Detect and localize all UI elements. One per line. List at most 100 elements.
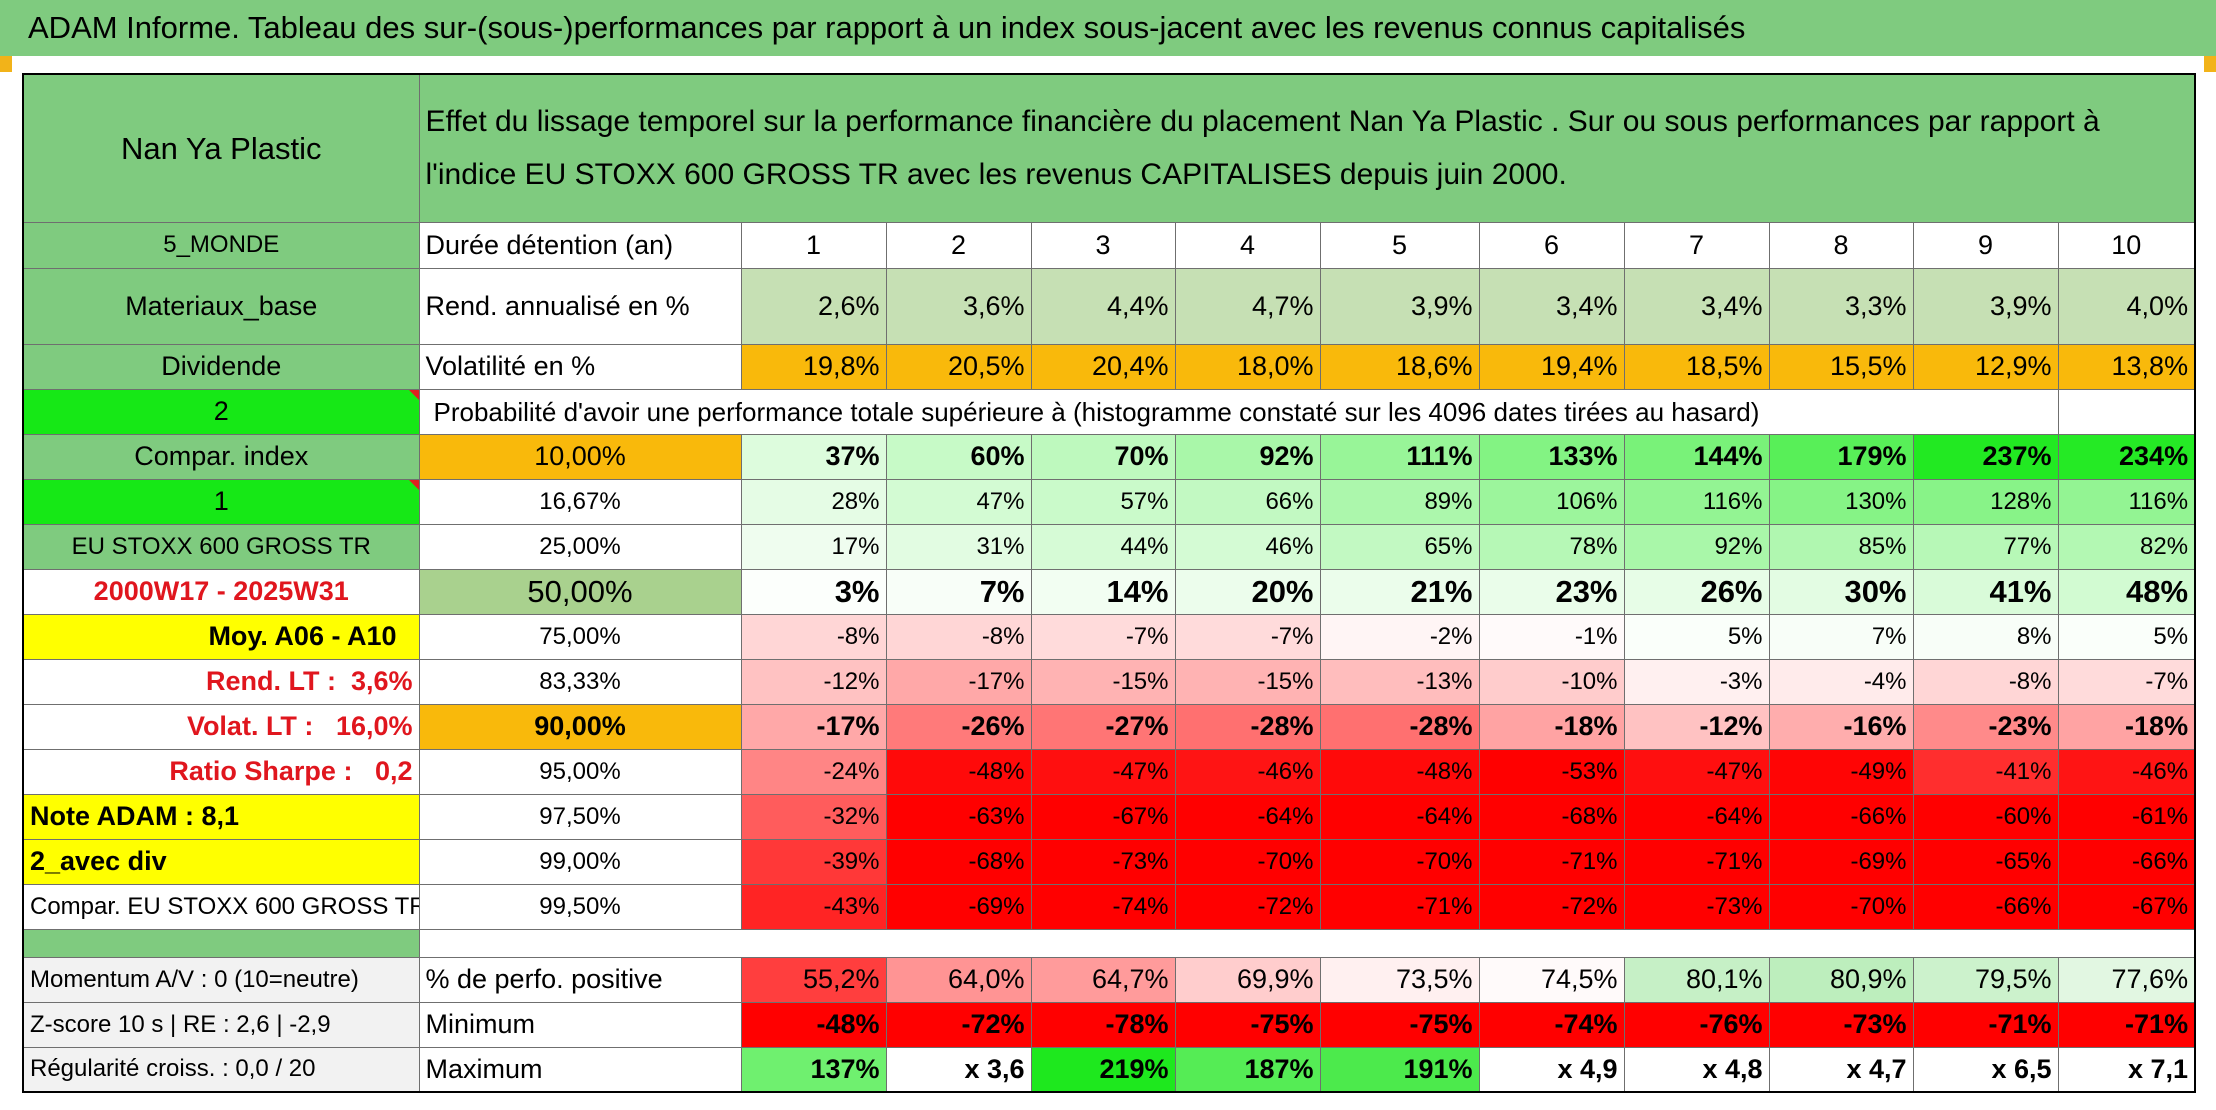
prob-cell: -2% bbox=[1319, 613, 1480, 660]
min-cell: -75% bbox=[1319, 1001, 1480, 1048]
prob-cell: -15% bbox=[1174, 658, 1321, 705]
pct-pos-cell: 55,2% bbox=[740, 956, 887, 1003]
prob-level: 16,67% bbox=[418, 478, 742, 525]
prob-level: 25,00% bbox=[418, 523, 742, 570]
rend-lt-value: 3,6% bbox=[350, 666, 413, 696]
max-cell: x 4,9 bbox=[1478, 1046, 1625, 1093]
year-cell: 3 bbox=[1030, 221, 1176, 269]
prob-cell: -8% bbox=[885, 613, 1032, 660]
vol-cell: 12,9% bbox=[1912, 343, 2059, 390]
prob-cell: 5% bbox=[1623, 613, 1770, 660]
prob-cell: -71% bbox=[1623, 838, 1770, 885]
max-cell: x 7,1 bbox=[2057, 1046, 2196, 1093]
prob-cell: 234% bbox=[2057, 433, 2196, 480]
moy-label: Moy. A06 - A10 bbox=[22, 613, 420, 660]
prob-cell: 3% bbox=[740, 568, 887, 615]
prob-cell: -27% bbox=[1030, 703, 1176, 750]
asset-name: Nan Ya Plastic bbox=[22, 73, 420, 223]
prob-level: 10,00% bbox=[418, 433, 742, 480]
min-cell: -74% bbox=[1478, 1001, 1625, 1048]
mode-value: 2 bbox=[22, 388, 420, 435]
prob-cell: -64% bbox=[1319, 793, 1480, 840]
prob-cell: -47% bbox=[1623, 748, 1770, 795]
volat-lt-label: Volat. LT : bbox=[186, 711, 314, 741]
prob-cell: 85% bbox=[1768, 523, 1914, 570]
empty-cell bbox=[1913, 388, 2059, 435]
avec-div-label: 2_avec div bbox=[22, 838, 420, 885]
prob-cell: 92% bbox=[1174, 433, 1321, 480]
min-cell: -71% bbox=[1912, 1001, 2059, 1048]
sharpe-value: 0,2 bbox=[374, 756, 413, 786]
prob-cell: 44% bbox=[1030, 523, 1176, 570]
prob-cell: 30% bbox=[1768, 568, 1914, 615]
sharpe: Ratio Sharpe : 0,2 bbox=[22, 748, 420, 795]
description-line-1: Effet du lissage temporel sur la perform… bbox=[425, 105, 2100, 139]
note-adam: Note ADAM : 8,1 bbox=[22, 793, 420, 840]
prob-row: Rend. LT : 3,6% 83,33% -12% -17% -15% -1… bbox=[22, 658, 2196, 705]
pct-pos-label: % de perfo. positive bbox=[418, 956, 742, 1003]
vol-cell: 19,8% bbox=[740, 343, 887, 390]
prob-row: Compar. EU STOXX 600 GROSS TR 99,50% -43… bbox=[22, 883, 2196, 930]
prob-cell: -67% bbox=[2057, 883, 2196, 930]
vol-cell: 18,5% bbox=[1623, 343, 1770, 390]
prob-cell: -72% bbox=[1478, 883, 1625, 930]
pct-pos-cell: 77,6% bbox=[2057, 956, 2196, 1003]
prob-cell: -68% bbox=[1478, 793, 1625, 840]
prob-cell: -48% bbox=[885, 748, 1032, 795]
prob-cell: -18% bbox=[1478, 703, 1625, 750]
prob-cell: -68% bbox=[885, 838, 1032, 885]
max-cell: 191% bbox=[1319, 1046, 1480, 1093]
prob-cell: 116% bbox=[1623, 478, 1770, 525]
year-cell: 2 bbox=[885, 221, 1032, 269]
description-line-2: l'indice EU STOXX 600 GROSS TR avec les … bbox=[425, 158, 1567, 192]
prob-cell: -10% bbox=[1478, 658, 1625, 705]
max-cell: x 4,7 bbox=[1768, 1046, 1914, 1093]
description: Effet du lissage temporel sur la perform… bbox=[418, 73, 2196, 223]
prob-cell: 17% bbox=[740, 523, 887, 570]
prob-cell: 179% bbox=[1768, 433, 1914, 480]
prob-cell: -73% bbox=[1623, 883, 1770, 930]
vol-row: Dividende Volatilité en % 19,8% 20,5% 20… bbox=[22, 343, 2196, 390]
min-cell: -71% bbox=[2057, 1001, 2196, 1048]
prob-cell: -71% bbox=[1478, 838, 1625, 885]
rend-label: Rend. annualisé en % bbox=[418, 267, 742, 345]
sharpe-label: Ratio Sharpe : bbox=[169, 756, 353, 786]
report-title: ADAM Informe. Tableau des sur-(sous-)per… bbox=[28, 10, 1746, 45]
prob-cell: -4% bbox=[1768, 658, 1914, 705]
pct-pos-row: Momentum A/V : 0 (10=neutre) % de perfo.… bbox=[22, 956, 2196, 1003]
pct-pos-cell: 74,5% bbox=[1478, 956, 1625, 1003]
prob-cell: 5% bbox=[2057, 613, 2196, 660]
report-title-bar: ADAM Informe. Tableau des sur-(sous-)per… bbox=[0, 0, 2216, 56]
prob-cell: 14% bbox=[1030, 568, 1176, 615]
volat-lt-value: 16,0% bbox=[335, 711, 413, 741]
year-cell: 10 bbox=[2057, 221, 2196, 269]
prob-cell: -48% bbox=[1319, 748, 1480, 795]
prob-level: 75,00% bbox=[418, 613, 742, 660]
vol-label: Volatilité en % bbox=[418, 343, 742, 390]
prob-cell: 7% bbox=[1768, 613, 1914, 660]
prob-cell: 77% bbox=[1912, 523, 2059, 570]
separator-green bbox=[22, 928, 420, 958]
prob-cell: 89% bbox=[1319, 478, 1480, 525]
min-cell: -75% bbox=[1174, 1001, 1321, 1048]
prob-cell: -18% bbox=[2057, 703, 2196, 750]
prob-cell: -64% bbox=[1623, 793, 1770, 840]
rend-cell: 3,9% bbox=[1912, 267, 2059, 345]
prob-cell: -46% bbox=[2057, 748, 2196, 795]
prob-cell: -39% bbox=[740, 838, 887, 885]
prob-cell: -26% bbox=[885, 703, 1032, 750]
min-row: Z-score 10 s | RE : 2,6 | -2,9 Minimum -… bbox=[22, 1001, 2196, 1048]
corner-mark-right bbox=[2204, 56, 2216, 72]
prob-cell: 8% bbox=[1912, 613, 2059, 660]
rend-lt: Rend. LT : 3,6% bbox=[22, 658, 420, 705]
rend-cell: 3,3% bbox=[1768, 267, 1914, 345]
period-label: 2000W17 - 2025W31 bbox=[22, 568, 420, 615]
prob-cell: 48% bbox=[2057, 568, 2196, 615]
separator-row bbox=[22, 928, 2196, 958]
prob-cell: -71% bbox=[1319, 883, 1480, 930]
prob-header-row: 2 Probabilité d'avoir une performance to… bbox=[22, 388, 2196, 435]
index-number: 1 bbox=[22, 478, 420, 525]
pct-pos-cell: 80,1% bbox=[1623, 956, 1770, 1003]
prob-cell: 57% bbox=[1030, 478, 1176, 525]
prob-cell: -66% bbox=[1768, 793, 1914, 840]
